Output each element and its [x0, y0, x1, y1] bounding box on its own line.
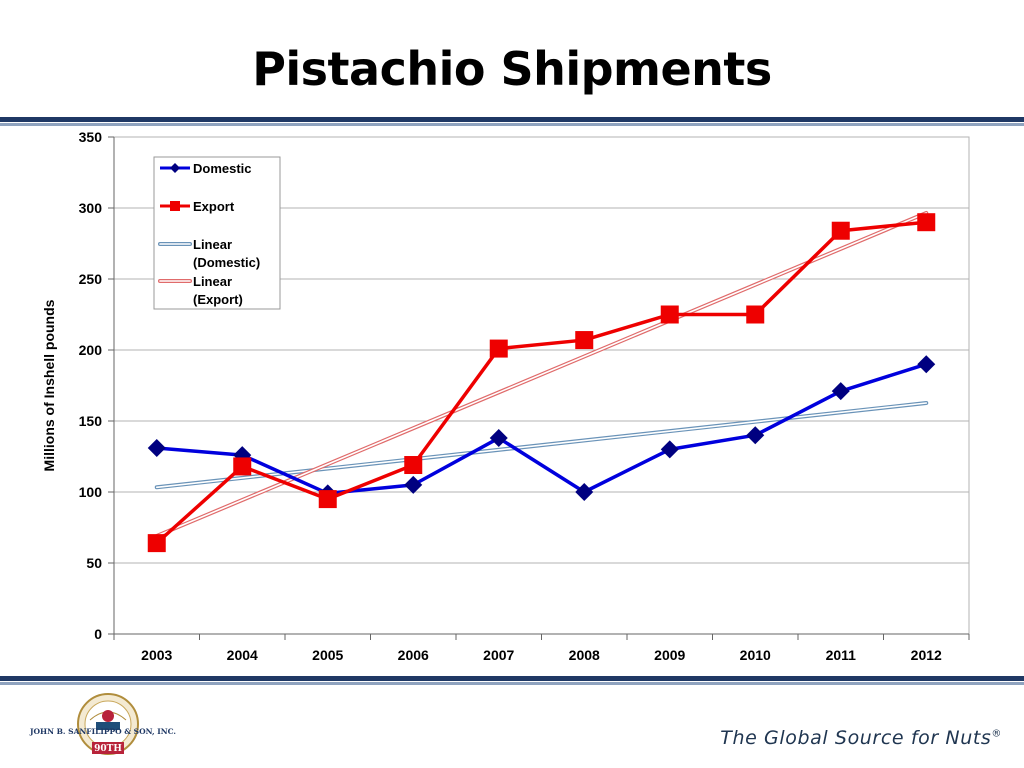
data-point-domestic [404, 475, 423, 494]
y-tick-label: 150 [79, 413, 103, 429]
y-tick-label: 50 [86, 555, 102, 571]
title-rule-light [0, 123, 1024, 126]
footer-rule-dark [0, 676, 1024, 681]
x-tick-label: 2007 [483, 647, 514, 663]
data-point-export [575, 331, 594, 350]
x-tick-label: 2011 [826, 647, 857, 663]
data-point-domestic [831, 382, 850, 401]
data-point-domestic [575, 483, 594, 501]
x-tick-label: 2008 [569, 647, 600, 663]
legend-label-trend-export-2: (Export) [193, 292, 243, 307]
data-point-export [318, 490, 337, 509]
tagline-text: The Global Source for Nuts [720, 727, 992, 749]
data-point-export [404, 456, 423, 475]
legend [153, 156, 281, 310]
x-tick-label: 2004 [227, 647, 258, 663]
y-tick-label: 250 [79, 271, 103, 287]
y-tick-label: 100 [79, 484, 103, 500]
legend-marker-export [170, 201, 180, 211]
footer-rule-light [0, 682, 1024, 685]
y-tick-label: 200 [79, 342, 103, 358]
data-point-export [233, 457, 252, 476]
legend-label-trend-export-1: Linear [193, 274, 232, 289]
data-point-export [489, 339, 508, 358]
legend-label-export: Export [193, 199, 235, 214]
svg-text:JOHN B. SANFILIPPO & SON, INC.: JOHN B. SANFILIPPO & SON, INC. [29, 727, 176, 736]
y-tick-label: 350 [79, 129, 103, 145]
y-tick-label: 0 [94, 626, 102, 642]
registered-mark: ® [991, 728, 1002, 740]
data-point-domestic [660, 440, 679, 459]
chart: 0 50 100 150 200 250 300 350 2003 2004 2005 2006 200… [41, 129, 970, 663]
x-tick-label: 2009 [654, 647, 685, 663]
y-axis-title: Millions of Inshell pounds [41, 299, 57, 471]
series-line-domestic [156, 362, 927, 496]
page-title: Pistachio Shipments [252, 42, 772, 96]
legend-marker-domestic [170, 163, 180, 173]
data-point-export [746, 305, 765, 324]
svg-text:90TH: 90TH [94, 744, 122, 754]
x-tick-label: 2005 [312, 647, 343, 663]
legend-label-domestic: Domestic [193, 161, 252, 176]
title-rule-dark [0, 117, 1024, 122]
data-point-domestic [917, 355, 936, 374]
data-point-domestic [746, 426, 765, 445]
x-tick-label: 2006 [398, 647, 429, 663]
data-point-domestic [489, 429, 508, 448]
company-logo: 90TH JOHN B. SANFILIPPO & SON, INC. [29, 693, 176, 755]
data-point-export [917, 213, 936, 232]
y-tick-label: 300 [79, 200, 103, 216]
series-line-export [155, 220, 927, 545]
data-point-export [660, 305, 679, 324]
data-point-domestic [147, 438, 166, 457]
data-point-export [831, 221, 850, 240]
legend-label-trend-domestic-1: Linear [193, 237, 232, 252]
x-tick-label: 2003 [141, 647, 172, 663]
x-tick-label: 2010 [740, 647, 771, 663]
data-point-export [147, 534, 166, 553]
x-tick-label: 2012 [911, 647, 942, 663]
tagline: The Global Source for Nuts® [720, 727, 1002, 749]
legend-label-trend-domestic-2: (Domestic) [193, 255, 260, 270]
